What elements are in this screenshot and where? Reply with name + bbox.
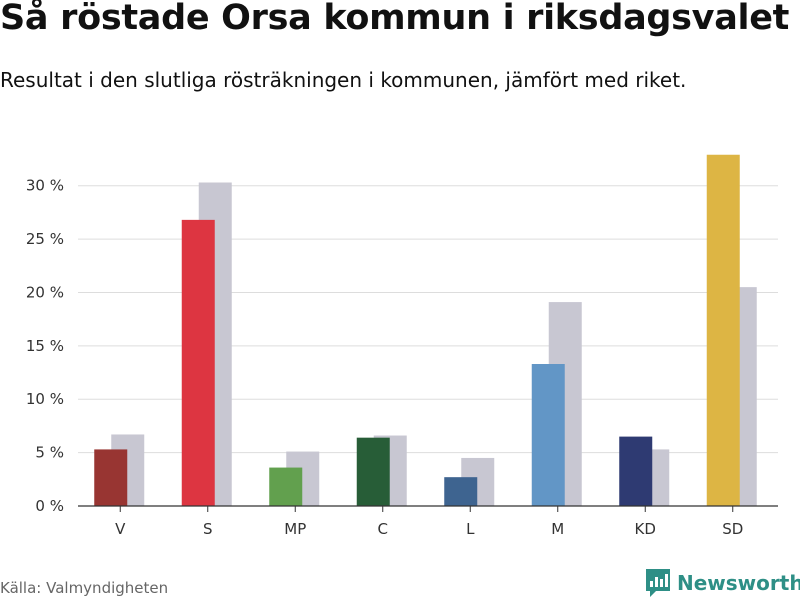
- y-tick-label: 0 %: [35, 497, 64, 515]
- bar-orsa-mp: [269, 467, 303, 506]
- bar-orsa-c: [356, 437, 390, 506]
- bar-orsa-m: [531, 364, 565, 506]
- x-tick-label-mp: MP: [284, 520, 306, 538]
- bar-chart: 0 % 5 % 10 % 15 % 20 % 25 % 30 % V S MP C L M KD SD: [26, 154, 778, 538]
- bar-orsa-v: [94, 449, 128, 506]
- x-tick-label-v: V: [115, 520, 126, 538]
- y-tick-label: 15 %: [26, 337, 64, 355]
- bar-orsa-l: [444, 477, 478, 506]
- axes: 0 % 5 % 10 % 15 % 20 % 25 % 30 % V S MP C L M KD SD: [26, 177, 778, 538]
- brand-logo: Newsworthy: [645, 568, 800, 598]
- bars: [94, 154, 757, 507]
- bar-orsa-kd: [619, 436, 653, 506]
- x-tick-label-s: S: [203, 520, 213, 538]
- y-tick-label: 5 %: [35, 444, 64, 462]
- x-tick-label-c: C: [378, 520, 388, 538]
- x-tick-label-m: M: [551, 520, 564, 538]
- y-tick-label: 30 %: [26, 177, 64, 195]
- y-tick-label: 20 %: [26, 283, 64, 301]
- newsworthy-logo-icon: [646, 569, 670, 597]
- y-tick-label: 25 %: [26, 230, 64, 248]
- source-note: Källa: Valmyndigheten: [0, 579, 169, 597]
- bar-orsa-s: [181, 219, 215, 506]
- y-tick-label: 10 %: [26, 390, 64, 408]
- x-tick-label-l: L: [466, 520, 475, 538]
- chart-subtitle: Resultat i den slutliga rösträkningen i …: [0, 68, 687, 92]
- chart-title: Så röstade Orsa kommun i riksdagsvalet: [0, 0, 790, 38]
- x-tick-label-sd: SD: [722, 520, 743, 538]
- brand-name: Newsworthy: [677, 571, 800, 595]
- x-tick-label-kd: KD: [635, 520, 656, 538]
- bar-orsa-sd: [706, 154, 740, 506]
